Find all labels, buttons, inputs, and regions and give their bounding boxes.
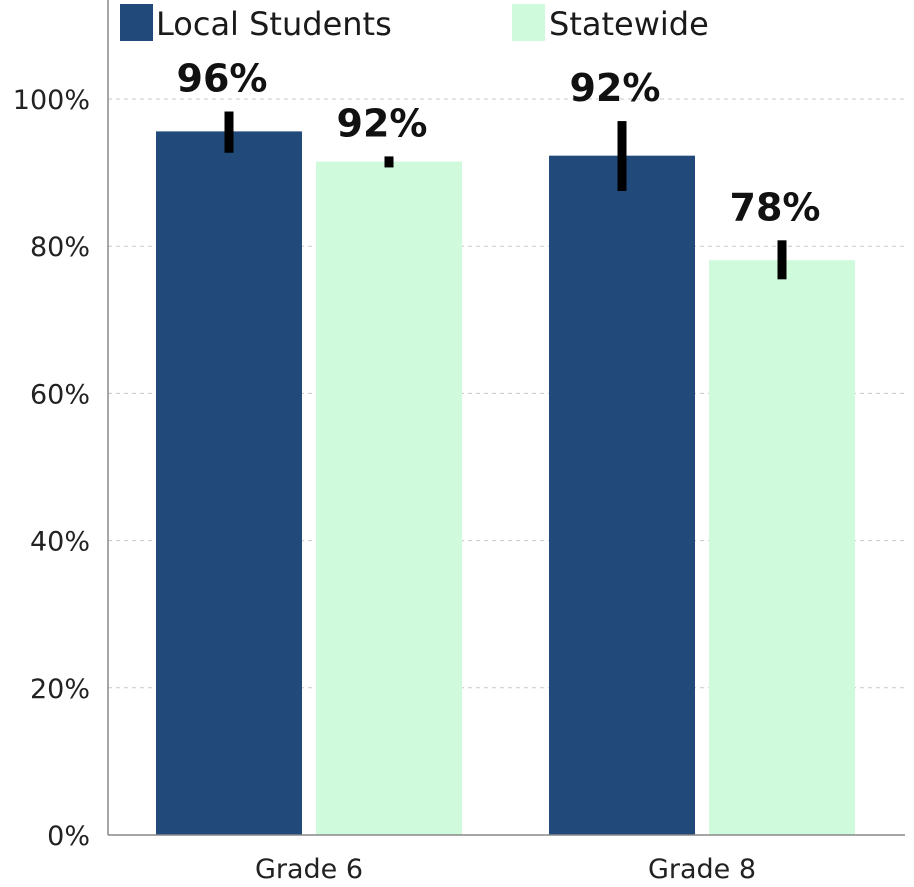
data-label: 92% xyxy=(337,101,428,145)
data-label: 78% xyxy=(730,185,821,229)
y-tick-label: 60% xyxy=(30,379,90,410)
x-tick-label: Grade 8 xyxy=(648,854,756,885)
y-tick-label: 40% xyxy=(30,527,90,558)
bar xyxy=(316,161,462,835)
error-bar xyxy=(224,111,234,153)
y-tick-label: 100% xyxy=(13,85,90,116)
data-labels: 96% 92% 92% 78% xyxy=(177,57,821,230)
legend-label: Local Students xyxy=(156,5,392,43)
axes: 0% 20% 40% 60% 80% 100% Grade 6 Grade 8 xyxy=(13,0,905,885)
legend-swatch xyxy=(512,4,545,41)
error-bar xyxy=(384,156,394,168)
x-tick-label: Grade 6 xyxy=(255,854,363,885)
legend-label: Statewide xyxy=(549,5,709,43)
error-bars xyxy=(224,111,787,280)
y-tick-label: 0% xyxy=(47,821,90,852)
data-label: 92% xyxy=(570,66,661,110)
bar xyxy=(549,155,695,835)
y-tick-label: 20% xyxy=(30,674,90,705)
legend: Local Students Statewide xyxy=(120,4,709,43)
bar xyxy=(709,260,855,836)
data-label: 96% xyxy=(177,57,268,101)
y-tick-label: 80% xyxy=(30,232,90,263)
legend-swatch xyxy=(120,4,153,41)
bar xyxy=(156,131,302,835)
error-bar xyxy=(617,121,627,191)
error-bar xyxy=(777,240,787,280)
bars xyxy=(156,131,855,836)
